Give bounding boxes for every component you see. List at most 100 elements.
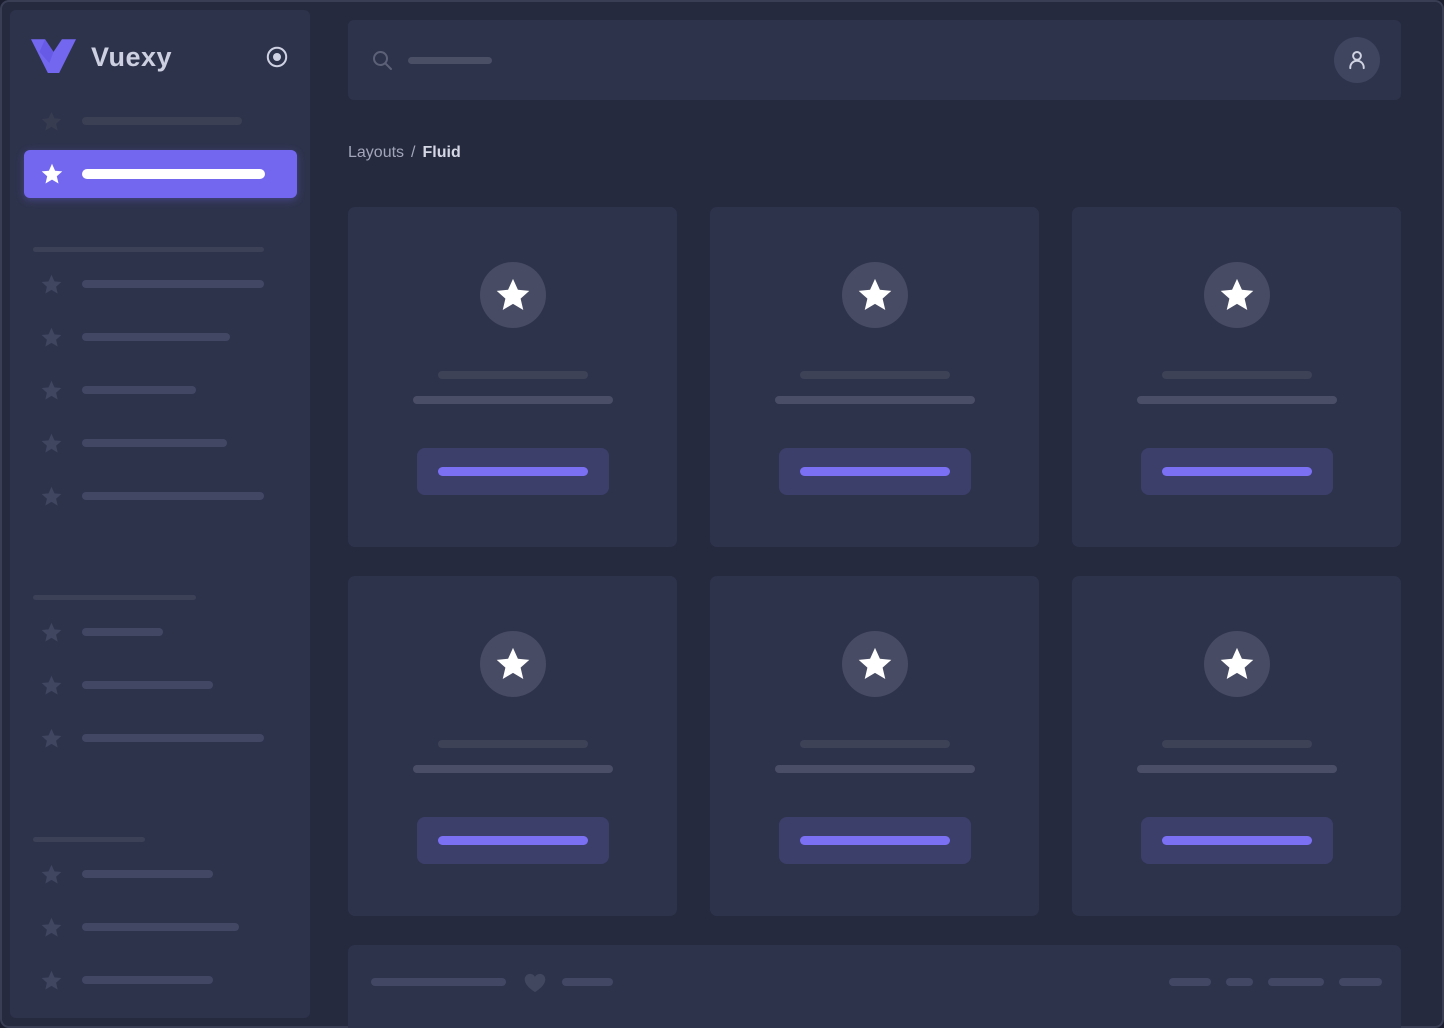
- card-avatar: [479, 262, 546, 328]
- user-icon: [1349, 51, 1365, 70]
- menu-label-placeholder: [82, 492, 264, 500]
- card-button[interactable]: [1140, 817, 1333, 864]
- search-placeholder-bar: [408, 56, 492, 64]
- vuexy-logo-icon: [31, 38, 76, 73]
- footer-link-placeholder: [1268, 978, 1324, 986]
- sidebar-menu-item[interactable]: [10, 430, 310, 456]
- card-button[interactable]: [416, 448, 609, 495]
- footer-link-placeholder: [1339, 978, 1382, 986]
- menu-pin-toggle[interactable]: [265, 45, 289, 69]
- star-icon: [40, 110, 63, 133]
- star-icon: [40, 621, 63, 644]
- star-icon: [40, 674, 63, 697]
- user-avatar-button[interactable]: [1334, 37, 1380, 83]
- menu-label-placeholder: [82, 923, 239, 931]
- sidebar: Vuexy: [10, 10, 310, 1018]
- star-icon: [494, 276, 532, 314]
- star-icon: [856, 276, 894, 314]
- sidebar-menu-item[interactable]: [10, 725, 310, 751]
- button-label-placeholder: [437, 467, 588, 476]
- sidebar-header: Vuexy: [31, 38, 289, 76]
- sidebar-menu-item[interactable]: [10, 619, 310, 645]
- menu-label-placeholder: [82, 628, 163, 636]
- button-label-placeholder: [799, 836, 950, 845]
- menu-label-placeholder: [82, 681, 213, 689]
- card-avatar: [841, 262, 908, 328]
- star-icon: [40, 863, 63, 886]
- breadcrumb-section[interactable]: Layouts: [348, 144, 405, 161]
- sidebar-menu-item[interactable]: [10, 861, 310, 887]
- footer-links: [1169, 978, 1382, 986]
- card-text-placeholder: [774, 765, 975, 773]
- breadcrumb-separator: /: [411, 144, 416, 161]
- star-icon: [1218, 276, 1256, 314]
- sidebar-group-label-placeholder: [33, 247, 264, 252]
- sidebar-menu-item-active[interactable]: [24, 150, 297, 198]
- menu-label-placeholder: [82, 976, 213, 984]
- footer-text-placeholder: [562, 978, 613, 986]
- card-title-placeholder: [799, 740, 950, 748]
- star-icon: [40, 162, 64, 186]
- card-button[interactable]: [1140, 448, 1333, 495]
- button-label-placeholder: [799, 467, 950, 476]
- menu-label-placeholder: [82, 117, 242, 125]
- card: [710, 207, 1039, 547]
- sidebar-group-label-placeholder: [33, 595, 196, 600]
- breadcrumb-current: Fluid: [422, 144, 461, 161]
- star-icon: [40, 326, 63, 349]
- sidebar-menu-item[interactable]: [10, 672, 310, 698]
- card-text-placeholder: [1136, 396, 1337, 404]
- menu-label-placeholder: [82, 333, 230, 341]
- menu-label-placeholder: [82, 386, 196, 394]
- card-avatar: [1203, 262, 1270, 328]
- button-label-placeholder: [437, 836, 588, 845]
- card-title-placeholder: [437, 740, 588, 748]
- star-icon: [40, 916, 63, 939]
- star-icon: [40, 273, 63, 296]
- card-title-placeholder: [437, 371, 588, 379]
- breadcrumb: Layouts / Fluid: [348, 144, 1401, 166]
- main-content: Layouts / Fluid: [348, 0, 1401, 1028]
- sidebar-group-label-placeholder: [33, 837, 145, 842]
- card-button[interactable]: [778, 448, 971, 495]
- card-text-placeholder: [1136, 765, 1337, 773]
- menu-label-placeholder: [82, 280, 264, 288]
- brand-name: Vuexy: [91, 41, 173, 72]
- menu-label-placeholder: [82, 734, 264, 742]
- card-title-placeholder: [799, 371, 950, 379]
- card: [348, 207, 677, 547]
- star-icon: [494, 645, 532, 683]
- sidebar-menu-item[interactable]: [10, 967, 310, 993]
- radio-circle-icon: [266, 46, 288, 68]
- card-text-placeholder: [412, 765, 613, 773]
- cards-grid: [348, 207, 1401, 916]
- menu-label-placeholder: [82, 439, 227, 447]
- sidebar-menu-item[interactable]: [10, 108, 310, 134]
- footer-link-placeholder: [1169, 978, 1211, 986]
- card-button[interactable]: [416, 817, 609, 864]
- star-icon: [40, 432, 63, 455]
- star-icon: [1218, 645, 1256, 683]
- search-bar[interactable]: [348, 20, 1401, 100]
- menu-label-placeholder: [82, 870, 213, 878]
- footer: [348, 945, 1401, 1028]
- sidebar-menu-item[interactable]: [10, 914, 310, 940]
- card: [710, 576, 1039, 916]
- footer-link-placeholder: [1226, 978, 1253, 986]
- sidebar-menu-item[interactable]: [10, 324, 310, 350]
- star-icon: [40, 485, 63, 508]
- button-label-placeholder: [1161, 836, 1312, 845]
- star-icon: [856, 645, 894, 683]
- sidebar-menu-item[interactable]: [10, 271, 310, 297]
- card-avatar: [479, 631, 546, 697]
- card: [1072, 576, 1401, 916]
- card-button[interactable]: [778, 817, 971, 864]
- star-icon: [40, 379, 63, 402]
- sidebar-menu-item[interactable]: [10, 377, 310, 403]
- card-text-placeholder: [774, 396, 975, 404]
- footer-text-placeholder: [371, 978, 506, 986]
- card-title-placeholder: [1161, 740, 1312, 748]
- star-icon: [40, 727, 63, 750]
- sidebar-menu-item[interactable]: [10, 483, 310, 509]
